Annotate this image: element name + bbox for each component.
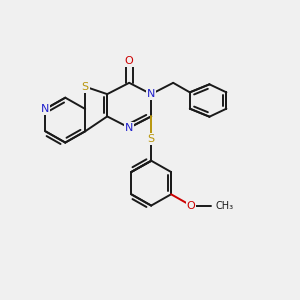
Text: CH₃: CH₃	[215, 201, 233, 211]
Text: N: N	[41, 104, 50, 114]
Text: O: O	[187, 201, 195, 211]
Text: S: S	[148, 134, 155, 144]
Text: S: S	[82, 82, 89, 92]
Text: N: N	[147, 89, 155, 99]
Text: N: N	[125, 123, 134, 133]
Text: O: O	[125, 56, 134, 66]
